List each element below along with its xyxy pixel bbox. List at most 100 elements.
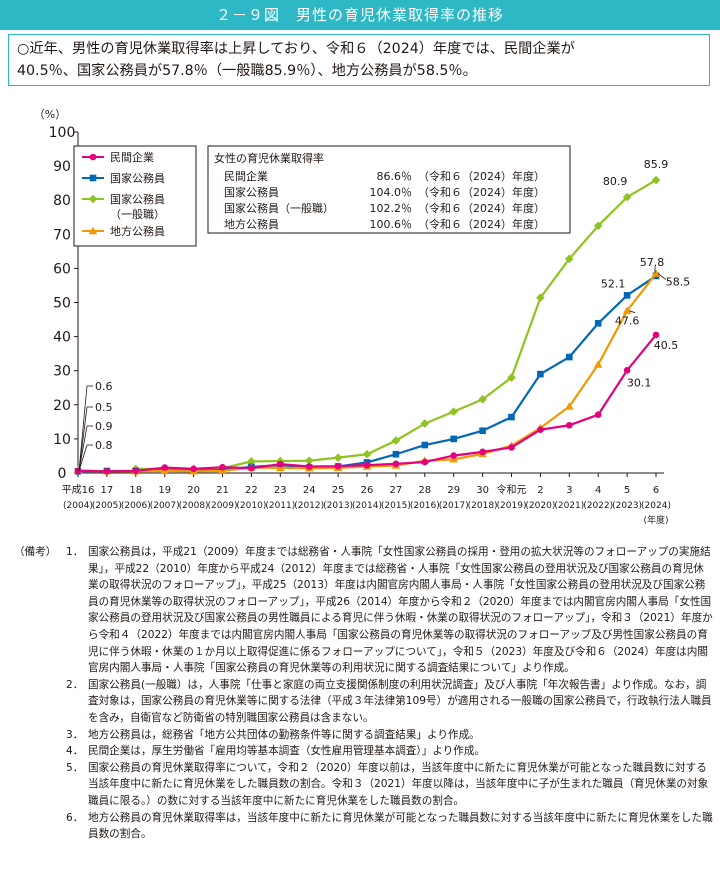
x-tick-year-label: (2010) [236,501,266,511]
start-value-label: 0.9 [95,420,113,433]
x-tick-year-label: (2017) [439,501,469,511]
y-tick-label: 40 [53,330,71,346]
callout-line [78,444,88,472]
x-tick-label: 28 [418,485,431,496]
x-tick-year-label: (2008) [179,501,209,511]
callout-line [78,406,88,472]
x-tick-label: 平成16 [62,484,95,496]
x-tick-year-label: (2007) [150,501,180,511]
x-tick-label: 26 [361,485,374,496]
circle-marker [132,467,140,475]
circle-marker [479,448,486,456]
x-tick-label: 19 [158,485,171,496]
square-marker [421,441,429,449]
data-label: 47.6 [615,315,640,328]
x-tick-label: 30 [476,485,489,496]
x-tick-year-label: (2016) [410,501,440,511]
x-tick-year-label: (2012) [294,501,324,511]
y-tick-label: 80 [53,193,71,209]
x-tick-year-label: (2019) [497,501,527,511]
note-row: 5． 国家公務員の育児休業取得率について，令和２（2020）年度以前は，当該年度… [14,760,714,810]
series-line [77,272,657,473]
note-row: 3． 地方公務員は，総務省「地方公共団体の勤務条件等に関する調査結果」より作成。 [14,727,714,744]
diamond-marker [333,453,343,462]
inset-row-value: 100.6％ [370,218,413,231]
circle-marker [652,331,660,339]
square-marker [594,320,602,327]
y-tick-label: 90 [53,159,71,175]
y-tick-label: 20 [53,398,71,414]
summary-line-2: 40.5％、国家公務員が57.8％（一般職85.9％）、地方公務員が58.5％。 [17,63,477,79]
circle-marker [305,463,313,470]
line-chart: （%） 0 10 20 30 40 50 60 70 80 90 100 平成16 (2004) 17 (20… [34,108,691,526]
circle-marker [74,467,82,475]
x-tick-year-label: (2015) [381,501,411,511]
legend-label: 民間企業 [110,150,154,164]
x-tick-year-label: (2023) [612,501,642,511]
x-tick-label: 17 [101,485,114,496]
note-text: 民間企業は，厚生労働省「雇用均等基本調査（女性雇用管理基本調査）」より作成。 [88,745,486,758]
inset-row-value: 102.2％ [370,202,413,215]
data-label: 40.5 [654,339,679,352]
data-label: 57.8 [640,256,665,269]
inset-row-year: （令和６（2024）年度） [418,169,545,183]
square-marker [392,450,400,458]
circle-marker [594,411,602,418]
inset-row-year: （令和６（2024）年度） [418,185,545,199]
x-tick-year-label: (2009) [208,501,238,511]
inset-row-label: 民間企業 [224,169,268,183]
triangle-marker [593,360,603,368]
square-marker [450,435,457,443]
circle-marker [161,464,168,471]
square-marker [566,353,573,361]
x-tick-year-label: (2021) [554,501,584,511]
square-marker [508,413,515,421]
start-value-label: 0.5 [95,401,113,414]
note-number: 5． [66,761,84,774]
diamond-marker [391,436,401,445]
x-tick-label: 29 [447,485,460,496]
leader-line [628,310,636,314]
circle-marker [508,444,515,451]
inset-box [207,145,571,234]
start-value-label: 0.8 [95,439,113,452]
square-marker [537,370,544,378]
notes-head: （備考） [14,546,57,558]
data-label: 85.9 [644,158,669,171]
note-text: 地方公務員の育児休業取得率は，当該年度中に新たに育児休業が可能となった職員数に対… [88,811,713,841]
callout-line [78,425,88,472]
inset-row-year: （令和６（2024）年度） [418,201,545,215]
circle-marker [566,421,573,429]
note-number: 6． [66,811,84,824]
triangle-marker [651,269,661,277]
x-tick-label: 25 [332,485,345,496]
square-marker [623,292,631,299]
callout-line [78,385,88,471]
inset-row-label: 地方公務員 [224,217,279,231]
start-value-label: 0.6 [95,380,113,393]
circle-marker [421,458,429,466]
x-tick-label: 27 [390,485,403,496]
diamond-marker [507,373,516,382]
square-marker [479,427,486,435]
data-label: 52.1 [601,277,626,290]
circle-marker [334,462,342,470]
y-axis-label: （%） [34,108,66,121]
triangle-marker [622,306,632,314]
x-tick-year-label: (2022) [583,501,613,511]
x-tick-year-label: (2018) [468,501,498,511]
x-tick-label: 18 [129,485,142,496]
note-text: 地方公務員は，総務省「地方公共団体の勤務条件等に関する調査結果」より作成。 [88,728,480,741]
summary-box: ○近年、男性の育児休業取得率は上昇しており、令和６（2024）年度では、民間企業… [8,34,710,86]
circle-marker [248,464,255,472]
x-tick-label: 21 [216,485,229,496]
inset-row-label: 国家公務員 [224,185,279,199]
x-tick-label: 23 [274,485,287,496]
y-tick-label: 30 [53,364,71,380]
circle-marker [537,426,544,433]
leader-line [657,273,667,280]
circle-marker [89,153,97,161]
x-tick-year-label: (2013) [323,501,353,511]
y-tick-label: 50 [53,296,71,312]
data-label: 58.5 [666,276,691,289]
